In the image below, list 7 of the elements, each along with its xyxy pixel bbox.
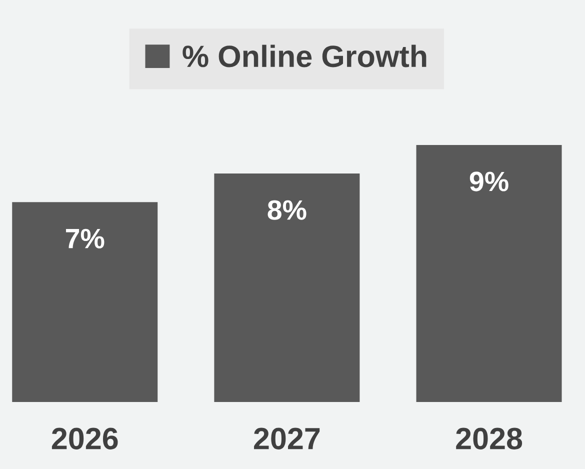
x-tick-label: 2026 bbox=[52, 428, 118, 450]
x-tick-label: 2027 bbox=[254, 428, 320, 450]
data-label: 8% bbox=[268, 200, 306, 220]
data-label: 9% bbox=[470, 172, 508, 192]
x-tick-label: 2028 bbox=[456, 428, 522, 450]
data-label: 7% bbox=[66, 228, 104, 248]
legend-label: % Online Growth bbox=[182, 44, 426, 68]
